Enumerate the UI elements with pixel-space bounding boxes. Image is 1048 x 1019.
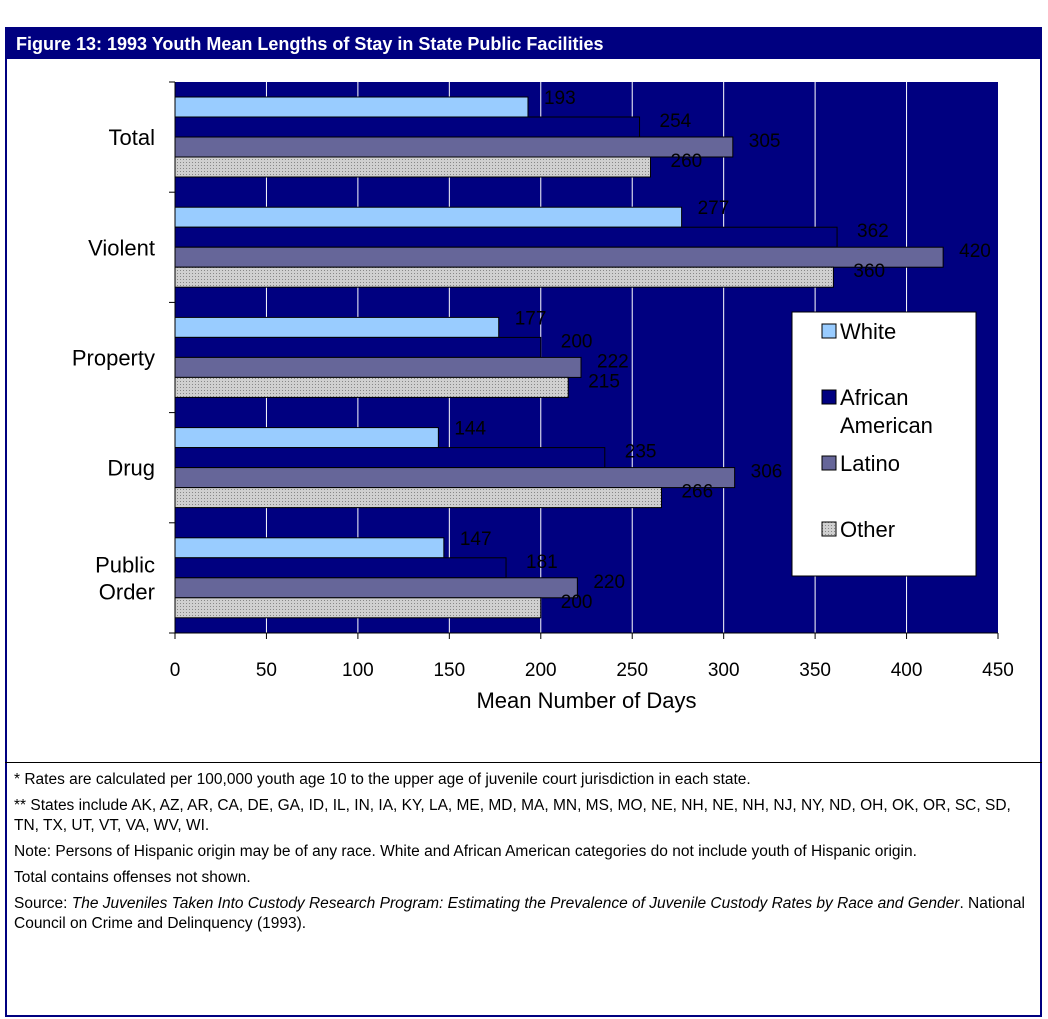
data-label: 147 [460,529,492,550]
bar [174,136,734,158]
source-prefix: Source: [14,895,72,912]
x-tick-label: 200 [525,660,557,681]
data-label: 277 [698,198,730,219]
legend-label: African [840,385,908,410]
data-label: 220 [593,572,625,593]
x-tick-label: 100 [342,660,374,681]
category-label: Violent [88,235,155,260]
figure-title: Figure 13: 1993 Youth Mean Lengths of St… [16,34,604,54]
data-label: 222 [597,351,629,372]
bar [174,487,662,509]
source-title: The Juveniles Taken Into Custody Researc… [71,895,960,912]
bar [174,557,507,579]
category-label: Order [99,579,155,604]
legend-swatch [821,323,837,339]
bar [174,336,542,358]
data-label: 360 [853,261,885,282]
source-suffix: . National Council on Crime and Delinque… [14,895,1025,932]
category-label: Public [95,552,155,577]
data-label: 305 [749,131,781,152]
data-label: 266 [681,482,713,503]
bar [174,316,500,338]
figure-header [5,27,1042,59]
x-tick-label: 450 [982,660,1014,681]
bar [174,116,641,138]
x-tick-label: 0 [170,660,181,681]
data-label: 254 [660,111,692,132]
x-tick-label: 350 [799,660,831,681]
bar [174,427,439,449]
x-tick-label: 400 [891,660,923,681]
data-label: 215 [588,371,620,392]
legend-label: American [840,413,933,438]
bar [174,467,736,489]
bar [174,376,569,398]
legend-label: Other [840,517,895,542]
data-label: 144 [454,419,486,440]
legend-label: Latino [840,451,900,476]
notes-section: * Rates are calculated per 100,000 youth… [14,770,1026,940]
bar [174,226,838,248]
x-tick-label: 300 [708,660,740,681]
data-label: 177 [515,308,547,329]
data-label: 200 [561,331,593,352]
bar [174,537,445,559]
bar [174,577,578,599]
data-label: 181 [526,552,558,573]
data-label: 420 [959,241,991,262]
x-tick-label: 150 [433,660,465,681]
data-label: 306 [751,462,783,483]
category-label: Property [72,346,155,371]
bar [174,246,944,268]
x-tick-label: 250 [616,660,648,681]
legend-swatch [821,455,837,471]
data-label: 260 [671,151,703,172]
legend-swatch [821,389,837,405]
data-label: 200 [561,592,593,613]
x-tick-label: 50 [256,660,277,681]
source-note: Source: The Juveniles Taken Into Custody… [14,894,1026,934]
bar [174,597,542,619]
legend-swatch [821,521,837,537]
rate-note: * Rates are calculated per 100,000 youth… [14,771,751,788]
notes-divider [5,762,1042,763]
bar [174,96,529,118]
legend-label: White [840,319,896,344]
hispanic-note: Note: Persons of Hispanic origin may be … [14,843,917,860]
x-axis-title: Mean Number of Days [476,688,696,713]
category-label: Total [109,125,155,150]
bar-chart: 1932543052602773624203601772002222151442… [72,81,1014,713]
bar [174,156,652,178]
category-label: Drug [107,456,155,481]
bar [174,266,834,288]
total-note: Total contains offenses not shown. [14,869,251,886]
data-label: 362 [857,221,889,242]
bar [174,206,683,228]
bar [174,447,606,469]
bar [174,356,582,378]
data-label: 193 [544,88,576,109]
states-note: ** States include AK, AZ, AR, CA, DE, GA… [14,797,1011,834]
data-label: 235 [625,442,657,463]
